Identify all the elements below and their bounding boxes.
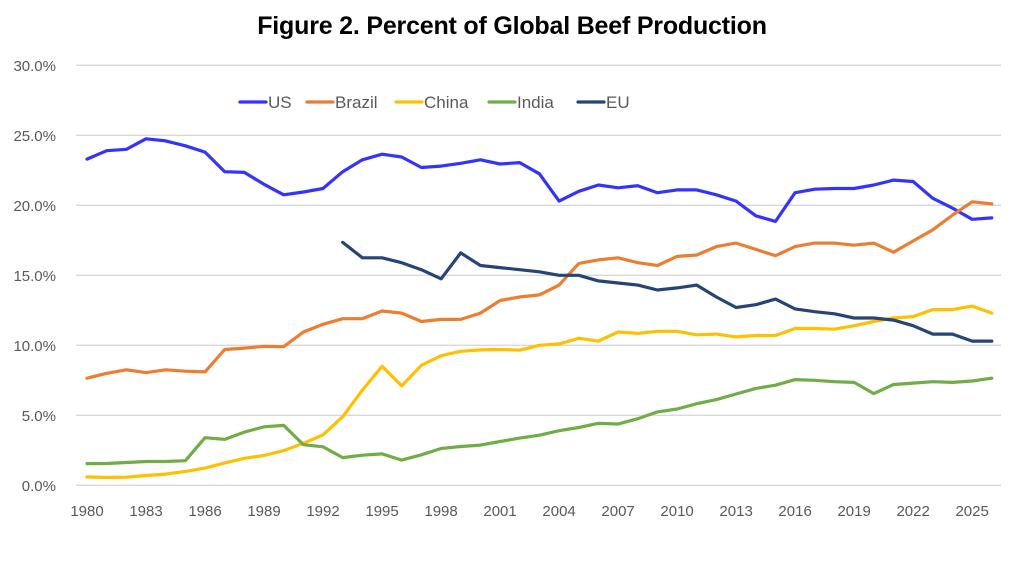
legend-label: India xyxy=(517,93,554,112)
y-tick-label: 20.0% xyxy=(13,198,56,215)
x-tick-label: 1992 xyxy=(306,503,339,520)
legend-label: EU xyxy=(606,93,630,112)
y-tick-label: 0.0% xyxy=(22,478,56,495)
legend-label: US xyxy=(268,93,292,112)
x-tick-label: 2007 xyxy=(601,503,634,520)
y-tick-label: 15.0% xyxy=(13,268,56,285)
series-line-brazil xyxy=(85,200,994,380)
x-tick-label: 2019 xyxy=(837,503,870,520)
series-line-china xyxy=(85,304,994,480)
legend-item-china: China xyxy=(394,93,469,112)
legend-label: China xyxy=(424,93,469,112)
y-tick-label: 30.0% xyxy=(13,58,56,75)
x-tick-label: 1980 xyxy=(70,503,103,520)
legend-item-brazil: Brazil xyxy=(305,93,378,112)
series-lines xyxy=(85,137,994,480)
x-tick-label: 1995 xyxy=(365,503,398,520)
series-line-eu xyxy=(341,240,994,343)
legend: US Brazil China India EU xyxy=(238,93,630,112)
x-tick-label: 1989 xyxy=(247,503,280,520)
gridlines xyxy=(76,64,1001,486)
y-tick-label: 5.0% xyxy=(22,408,56,425)
legend-item-india: India xyxy=(487,93,554,112)
x-axis-tick-labels: 1980 1983 1986 1989 1992 1995 1998 2001 2004 2007… xyxy=(70,503,989,520)
y-tick-label: 10.0% xyxy=(13,338,56,355)
legend-item-us: US xyxy=(238,93,292,112)
y-tick-label: 25.0% xyxy=(13,128,56,145)
x-tick-label: 2022 xyxy=(896,503,929,520)
y-axis-tick-labels: 0.0% 5.0% 10.0% 15.0% 20.0% 25.0% 30.0% xyxy=(13,58,56,495)
x-tick-label: 2025 xyxy=(955,503,988,520)
x-tick-label: 2016 xyxy=(778,503,811,520)
x-tick-label: 2001 xyxy=(483,503,516,520)
x-tick-label: 1983 xyxy=(129,503,162,520)
chart-title: Figure 2. Percent of Global Beef Product… xyxy=(257,12,767,40)
series-line-india xyxy=(85,376,994,466)
legend-label: Brazil xyxy=(335,93,378,112)
x-tick-label: 1998 xyxy=(424,503,457,520)
x-tick-label: 2013 xyxy=(719,503,752,520)
legend-item-eu: EU xyxy=(576,93,630,112)
x-tick-label: 2004 xyxy=(542,503,575,520)
series-line-us xyxy=(85,137,994,223)
x-tick-label: 2010 xyxy=(660,503,693,520)
x-tick-label: 1986 xyxy=(188,503,221,520)
